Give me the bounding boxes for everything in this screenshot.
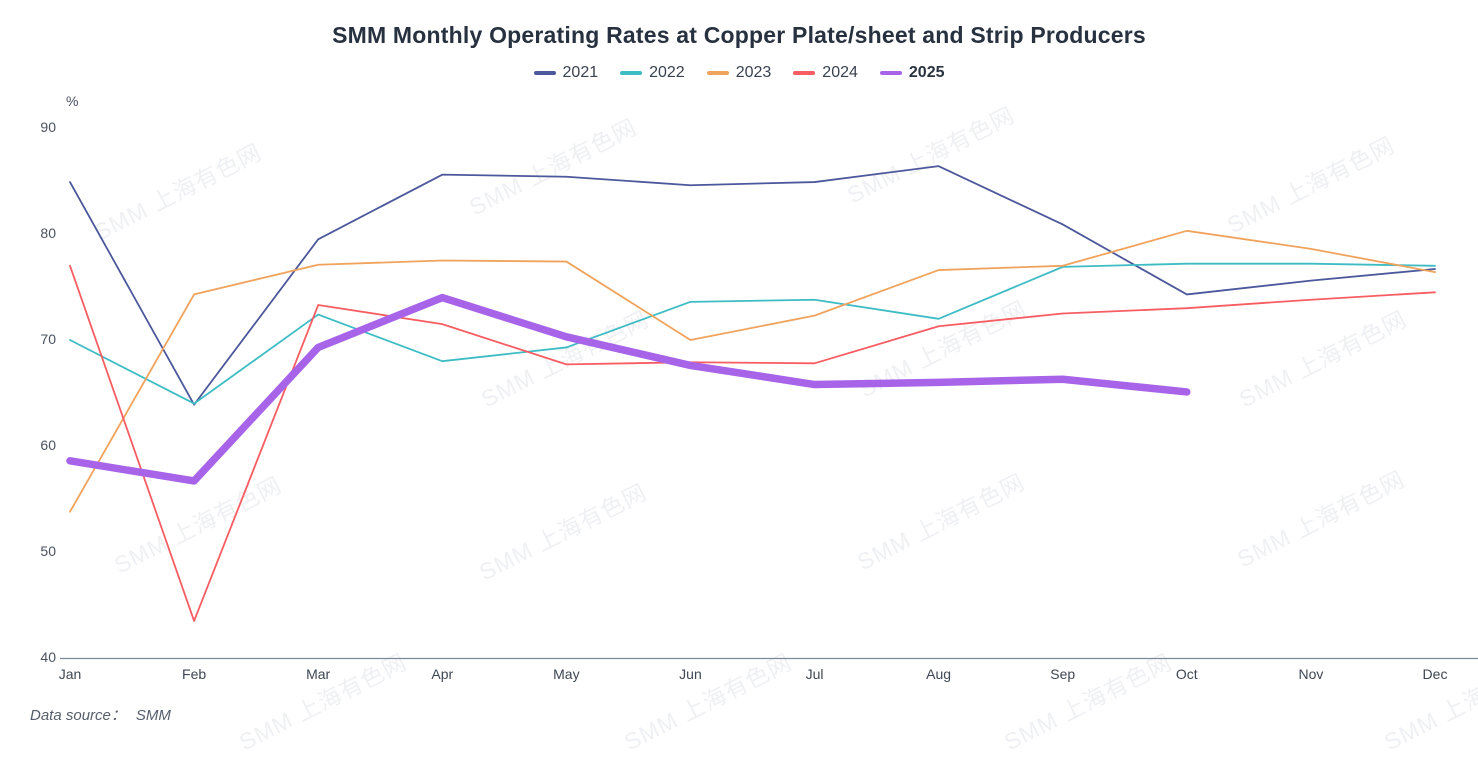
series-line-2021	[69, 165, 1436, 406]
legend-label: 2024	[822, 64, 858, 81]
data-source-value: SMM	[135, 707, 171, 724]
legend-item-2023[interactable]: 2023	[706, 64, 772, 82]
legend: 2021 2022 2023 2024 2025	[0, 64, 1478, 82]
y-tick-label: 80	[40, 225, 56, 241]
legend-label: 2021	[562, 64, 599, 81]
data-source: Data source： SMM	[30, 704, 171, 725]
y-tick-label: 40	[40, 649, 56, 665]
legend-label: 2025	[908, 64, 945, 81]
x-tick-label: Sep	[1050, 666, 1076, 682]
chart-title: SMM Monthly Operating Rates at Copper Pl…	[332, 22, 1146, 48]
x-tick-label: Jan	[58, 666, 82, 682]
legend-swatch	[620, 71, 643, 75]
x-tick-label: May	[553, 666, 580, 682]
x-tick-label: Dec	[1422, 666, 1448, 682]
plot-area	[60, 165, 1478, 660]
legend-item-2025[interactable]: 2025	[879, 64, 945, 82]
y-tick-label: 60	[40, 437, 56, 453]
y-tick-label: 70	[40, 331, 56, 347]
legend-label: 2022	[649, 64, 685, 81]
x-tick-label: Aug	[926, 666, 952, 682]
legend-swatch	[706, 71, 729, 75]
legend-swatch	[793, 71, 816, 75]
x-tick-label: Mar	[306, 666, 331, 682]
x-tick-label: Apr	[431, 666, 454, 682]
series-line-2025	[66, 293, 1191, 485]
legend-item-2024[interactable]: 2024	[793, 64, 858, 82]
y-tick-label: 50	[40, 543, 56, 559]
x-tick-label: Jun	[679, 666, 702, 682]
series-line-2024	[69, 264, 1436, 622]
series-line-2023	[69, 229, 1436, 513]
legend-swatch	[879, 71, 902, 75]
legend-item-2021[interactable]: 2021	[533, 64, 599, 82]
series-line-2022	[69, 262, 1436, 405]
data-source-label: Data source：	[30, 707, 126, 724]
legend-swatch	[533, 71, 556, 75]
legend-label: 2023	[735, 64, 772, 81]
x-tick-label: Feb	[182, 666, 207, 682]
x-tick-label: Nov	[1298, 666, 1324, 682]
y-axis-unit: %	[66, 93, 79, 109]
y-tick-label: 90	[40, 119, 56, 135]
legend-item-2022[interactable]: 2022	[620, 64, 685, 82]
x-tick-label: Jul	[805, 666, 824, 682]
x-tick-label: Oct	[1175, 666, 1198, 682]
